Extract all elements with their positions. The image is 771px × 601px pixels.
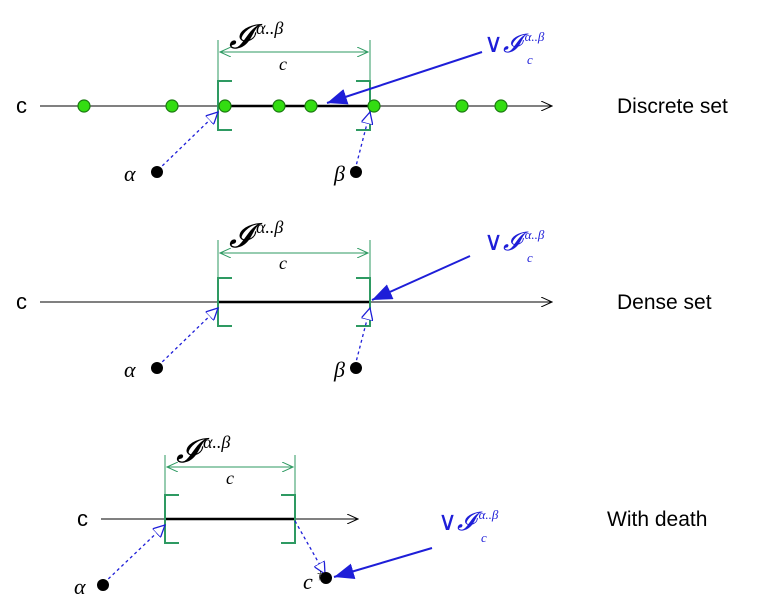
supremum-pointer xyxy=(371,255,471,301)
panel-with-death: c 𝓘 α..β c ∨𝓘 α..β c α c † With d xyxy=(74,432,707,599)
supremum-label: ∨𝓘 α..β xyxy=(484,227,545,256)
discrete-point xyxy=(494,99,508,113)
alpha-label: α xyxy=(124,161,136,186)
panel-discrete: c 𝓘 α..β c ∨𝓘 α..β c xyxy=(16,18,728,186)
discrete-point xyxy=(455,99,469,113)
death-pointer xyxy=(294,520,325,574)
interval-brackets xyxy=(217,240,371,327)
beta-label: β xyxy=(333,357,345,382)
death-label: c † xyxy=(303,568,324,594)
beta-marker xyxy=(350,362,362,374)
axis-label: c xyxy=(16,93,27,118)
alpha-label: α xyxy=(124,357,136,382)
discrete-point xyxy=(218,99,232,113)
panel-caption: With death xyxy=(607,508,707,531)
beta-marker xyxy=(350,166,362,178)
beta-pointer xyxy=(354,308,370,367)
supremum-label: ∨𝓘 α..β xyxy=(484,29,545,58)
discrete-point xyxy=(77,99,91,113)
alpha-marker xyxy=(151,362,163,374)
discrete-point xyxy=(272,99,286,113)
alpha-pointer xyxy=(157,308,218,367)
interval-subscript: c xyxy=(226,468,234,488)
alpha-pointer xyxy=(103,525,165,584)
discrete-point xyxy=(304,99,318,113)
discrete-points xyxy=(77,99,508,113)
supremum-subscript: c xyxy=(527,52,533,67)
beta-label: β xyxy=(333,161,345,186)
discrete-point xyxy=(165,99,179,113)
beta-pointer xyxy=(354,112,370,171)
interval-subscript: c xyxy=(279,253,287,273)
alpha-pointer xyxy=(157,112,218,171)
supremum-pointer xyxy=(333,547,433,579)
supremum-pointer xyxy=(326,51,483,105)
interval-subscript: c xyxy=(279,54,287,74)
panel-dense: c 𝓘 α..β c ∨𝓘 α..β c α β Dense set xyxy=(16,217,712,382)
death-marker xyxy=(320,572,332,584)
alpha-marker xyxy=(151,166,163,178)
axis-label: c xyxy=(16,289,27,314)
axis-label: c xyxy=(77,506,88,531)
interval-brackets xyxy=(164,455,296,544)
alpha-label: α xyxy=(74,574,86,599)
supremum-subscript: c xyxy=(527,250,533,265)
supremum-subscript: c xyxy=(481,530,487,545)
discrete-point xyxy=(367,99,381,113)
supremum-label: ∨𝓘 α..β xyxy=(438,507,499,536)
alpha-marker xyxy=(97,579,109,591)
panel-caption: Discrete set xyxy=(617,95,728,118)
interval-label: 𝓘 α..β xyxy=(229,18,283,56)
interval-label: 𝓘 α..β xyxy=(229,217,283,255)
interval-label: 𝓘 α..β xyxy=(176,432,230,470)
panel-caption: Dense set xyxy=(617,291,712,314)
